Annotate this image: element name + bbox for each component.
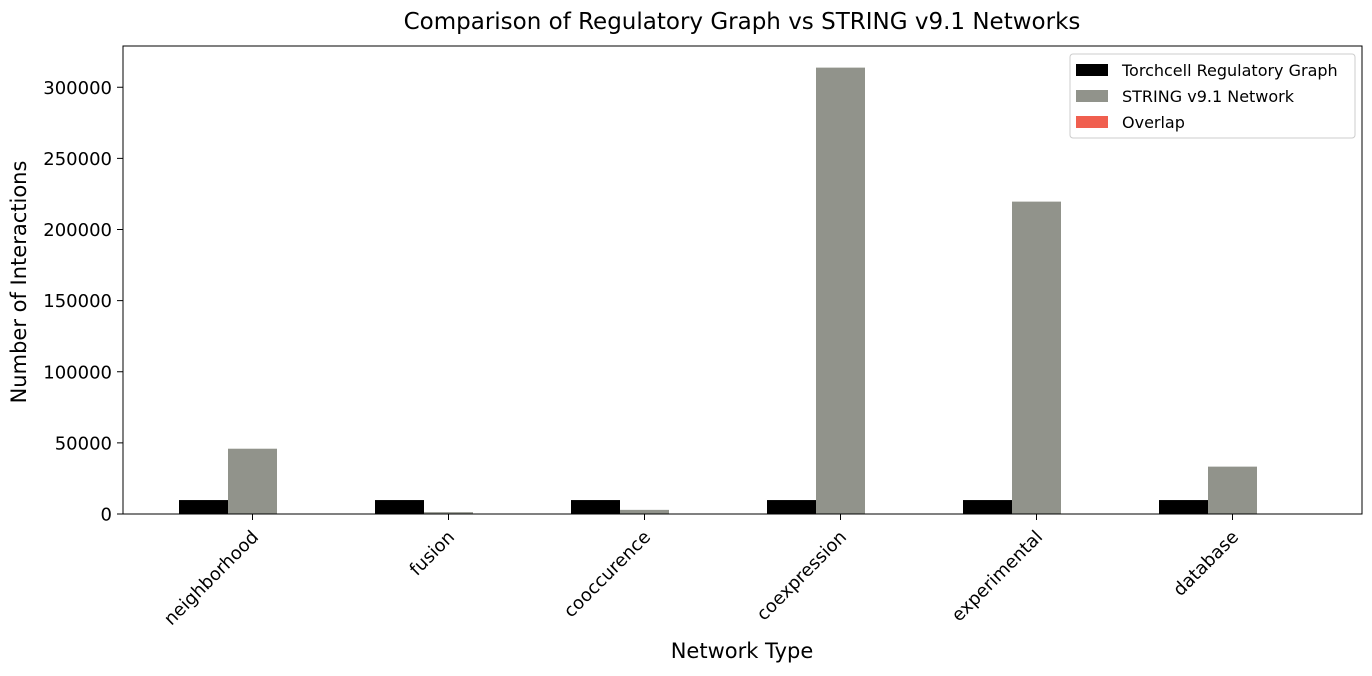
bar-experimental-2 <box>1012 201 1061 514</box>
legend-swatch <box>1076 116 1108 128</box>
y-tick-label: 0 <box>101 505 112 526</box>
x-tick-label-experimental: experimental <box>948 527 1047 626</box>
legend-box <box>1069 53 1356 139</box>
bar-coexpression-1 <box>767 500 816 514</box>
y-axis-label: Number of Interactions <box>7 161 31 404</box>
bar-neighborhood-2 <box>228 448 277 514</box>
bar-fusion-2 <box>424 512 473 514</box>
legend: Torchcell Regulatory Graph STRING v9.1 Ne… <box>1069 53 1356 139</box>
legend-label: Torchcell Regulatory Graph <box>1121 61 1338 80</box>
x-tick-label-neighborhood: neighborhood <box>160 527 263 630</box>
series-torchcell-regulatory-graph <box>179 500 1208 514</box>
plot-frame <box>122 45 1363 515</box>
legend-swatch <box>1076 90 1108 102</box>
y-tick-label: 150000 <box>43 291 112 312</box>
y-tick-label: 250000 <box>43 149 112 170</box>
legend-swatch <box>1076 64 1108 76</box>
bar-cooccurence-1 <box>571 500 620 514</box>
legend-label: STRING v9.1 Network <box>1122 87 1295 106</box>
chart-title: Comparison of Regulatory Graph vs STRING… <box>404 9 1081 35</box>
bar-experimental-1 <box>963 500 1012 514</box>
bar-cooccurence-2 <box>620 509 669 514</box>
x-tick-label-cooccurence: cooccurence <box>560 527 655 622</box>
bar-fusion-1 <box>375 500 424 514</box>
x-axis-label: Network Type <box>671 639 814 663</box>
bar-database-1 <box>1159 500 1208 514</box>
bar-neighborhood-1 <box>179 500 228 514</box>
x-tick-label-database: database <box>1169 527 1243 601</box>
bar-database-2 <box>1208 466 1257 514</box>
series-string-v9-1-network <box>228 67 1257 515</box>
bar-coexpression-2 <box>816 67 865 515</box>
y-tick-label: 200000 <box>43 220 112 241</box>
x-tick-label-fusion: fusion <box>406 527 459 580</box>
x-tick-label-coexpression: coexpression <box>753 527 851 625</box>
legend-label: Overlap <box>1122 113 1185 132</box>
y-tick-label: 100000 <box>43 362 112 383</box>
y-tick-label: 300000 <box>43 78 112 99</box>
y-tick-label: 50000 <box>55 433 112 454</box>
